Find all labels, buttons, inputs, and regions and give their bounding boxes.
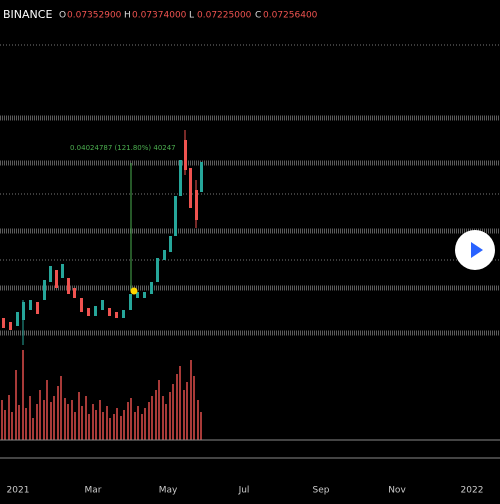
- candle: [200, 162, 203, 192]
- candle: [143, 292, 146, 298]
- ohlc-key: L: [189, 11, 194, 21]
- candle: [163, 250, 166, 260]
- candle: [94, 306, 97, 316]
- candle: [174, 196, 177, 236]
- candle: [184, 140, 187, 170]
- candle: [73, 288, 76, 298]
- candle: [189, 168, 192, 208]
- ohlc-key: H: [124, 11, 131, 21]
- candle: [87, 308, 90, 316]
- time-label: 2021: [7, 486, 30, 496]
- candle: [67, 278, 70, 294]
- time-label: Sep: [313, 486, 330, 496]
- candle: [49, 266, 52, 282]
- time-label: 2022: [461, 486, 484, 496]
- time-label: Nov: [388, 486, 406, 496]
- volume-bars: [1, 350, 202, 440]
- candle: [156, 258, 159, 282]
- candle: [179, 160, 182, 196]
- time-label: Mar: [85, 486, 102, 496]
- candle: [61, 264, 64, 278]
- play-icon[interactable]: [471, 242, 483, 258]
- candle: [195, 190, 198, 220]
- candle: [136, 292, 139, 298]
- candle: [43, 280, 46, 300]
- candle: [115, 312, 118, 318]
- play-button[interactable]: [455, 230, 495, 270]
- candle: [122, 310, 125, 318]
- exchange: BINANCE: [3, 8, 52, 21]
- candle: [101, 300, 104, 310]
- candle: [2, 318, 5, 328]
- time-label: Jul: [238, 486, 250, 496]
- ohlc-key: C: [255, 11, 261, 21]
- candle: [108, 308, 111, 316]
- time-label: May: [159, 486, 178, 496]
- volume: [1, 350, 202, 440]
- measure-point: [130, 287, 138, 295]
- candle: [9, 322, 12, 330]
- candle: [55, 270, 58, 288]
- price-levels: [0, 44, 500, 336]
- candle: [129, 294, 132, 310]
- candle: [36, 302, 39, 314]
- candle: [150, 282, 153, 294]
- ohlc-value: 0.07225000: [197, 11, 252, 21]
- time-axis: 2021 Mar May Jul Sep Nov 2022: [7, 486, 484, 496]
- candle: [29, 300, 32, 310]
- header: BINANCE O 0.07352900 H 0.07374000 L 0.0722500…: [3, 8, 318, 21]
- ohlc-value: 0.07352900: [67, 11, 122, 21]
- ohlc-value: 0.07374000: [132, 11, 187, 21]
- candle: [80, 298, 83, 312]
- candle: [16, 312, 19, 326]
- measure-label: 0.04024787 (121.80%) 40247: [70, 144, 176, 152]
- ohlc-key: O: [59, 11, 66, 21]
- candle: [169, 236, 172, 252]
- candle: [22, 302, 25, 320]
- candles: [2, 130, 203, 345]
- ohlc-value: 0.07256400: [263, 11, 318, 21]
